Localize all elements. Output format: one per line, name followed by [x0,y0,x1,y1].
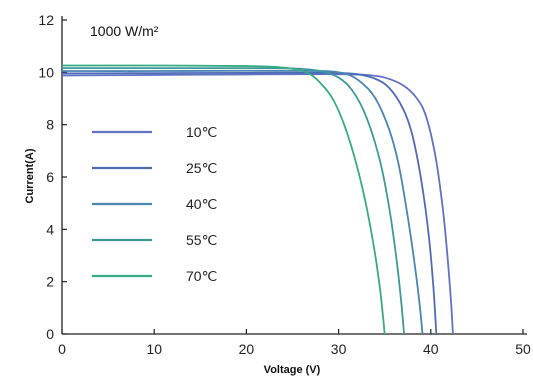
x-tick-label: 0 [58,341,66,357]
y-tick-label: 4 [46,221,54,237]
y-tick-label: 0 [46,326,54,342]
y-tick-label: 12 [38,12,54,28]
series-line-3 [62,67,405,335]
series-line-1 [61,71,438,335]
x-tick-label: 40 [423,341,439,357]
series-layer [61,64,454,335]
axes: 0 10 20 30 40 50 0 2 4 6 8 10 12 [38,12,531,357]
x-tick-label: 50 [515,341,531,357]
y-tick-label: 2 [46,274,54,290]
series-line-4 [61,64,386,335]
y-tick-label: 8 [46,117,54,133]
series-line-0 [61,73,454,335]
x-axis-title: Voltage (V) [264,364,321,376]
y-tick-label: 6 [46,169,54,185]
irradiance-annotation: 1000 W/m² [90,23,159,39]
y-axis-title: Current(A) [24,148,36,203]
legend-label-1: 25℃ [186,160,217,176]
x-tick-label: 10 [146,341,162,357]
legend-label-3: 55℃ [186,232,217,248]
legend-label-0: 10℃ [186,124,217,140]
series-line-2 [61,69,424,335]
legend-label-2: 40℃ [186,196,217,212]
legend-label-4: 70℃ [186,268,217,284]
y-tick-label: 10 [38,64,54,80]
legend: 10℃ 25℃ 40℃ 55℃ 70℃ [92,124,217,284]
x-tick-label: 20 [239,341,255,357]
x-tick-label: 30 [331,341,347,357]
